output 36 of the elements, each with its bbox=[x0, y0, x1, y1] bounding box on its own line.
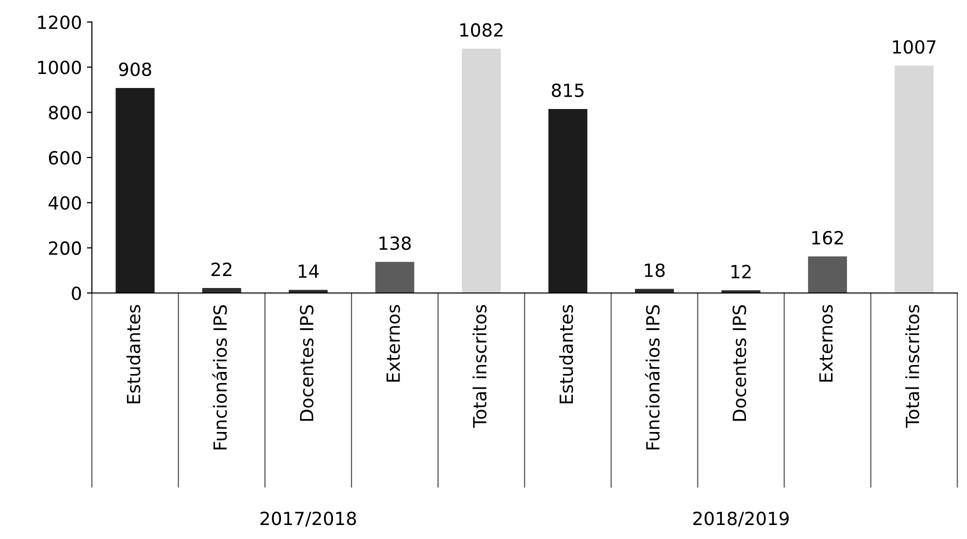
y-tick-label: 600 bbox=[48, 150, 81, 165]
data-label: 138 bbox=[380, 236, 411, 250]
text: 2017/2018 bbox=[260, 512, 356, 527]
data-label: 18 bbox=[644, 263, 665, 278]
bar bbox=[375, 262, 414, 293]
bar bbox=[462, 48, 501, 293]
x-tick-label: Funcionários IPS bbox=[644, 305, 660, 450]
data-label: 815 bbox=[552, 83, 584, 98]
y-tick-label: 1200 bbox=[38, 15, 81, 30]
bar bbox=[808, 256, 847, 293]
bar bbox=[894, 66, 934, 293]
x-tick-label: Externos bbox=[386, 304, 400, 382]
data-label: 162 bbox=[812, 230, 843, 245]
y-tick-label: 0 bbox=[72, 286, 81, 300]
bar bbox=[116, 88, 155, 293]
y-tick-label: 400 bbox=[48, 196, 81, 210]
bar bbox=[202, 288, 242, 293]
x-tick-label: Externos bbox=[819, 304, 833, 382]
data-label: 1082 bbox=[460, 23, 502, 37]
y-tick-label: 1000 bbox=[38, 60, 81, 74]
data-label: 22 bbox=[212, 262, 232, 276]
data-label: 908 bbox=[119, 62, 152, 76]
text: 2018/2019 bbox=[693, 512, 789, 527]
y-tick-label: 200 bbox=[49, 241, 81, 255]
x-tick-label: Docentes IPS bbox=[300, 305, 314, 421]
bar bbox=[548, 108, 588, 293]
x-tick-label: Total inscritos bbox=[905, 304, 920, 428]
data-label: 14 bbox=[298, 264, 319, 278]
x-tick-label: Estudantes bbox=[559, 304, 574, 404]
x-tick-label: Total inscritos bbox=[472, 304, 487, 428]
x-tick-label: Estudantes bbox=[126, 304, 140, 404]
data-label: 12 bbox=[731, 264, 751, 278]
y-tick-label: 800 bbox=[48, 106, 81, 120]
x-tick-label: Docentes IPS bbox=[732, 305, 746, 421]
x-tick-label: Funcionários IPS bbox=[212, 305, 227, 450]
data-label: 1007 bbox=[893, 40, 936, 54]
